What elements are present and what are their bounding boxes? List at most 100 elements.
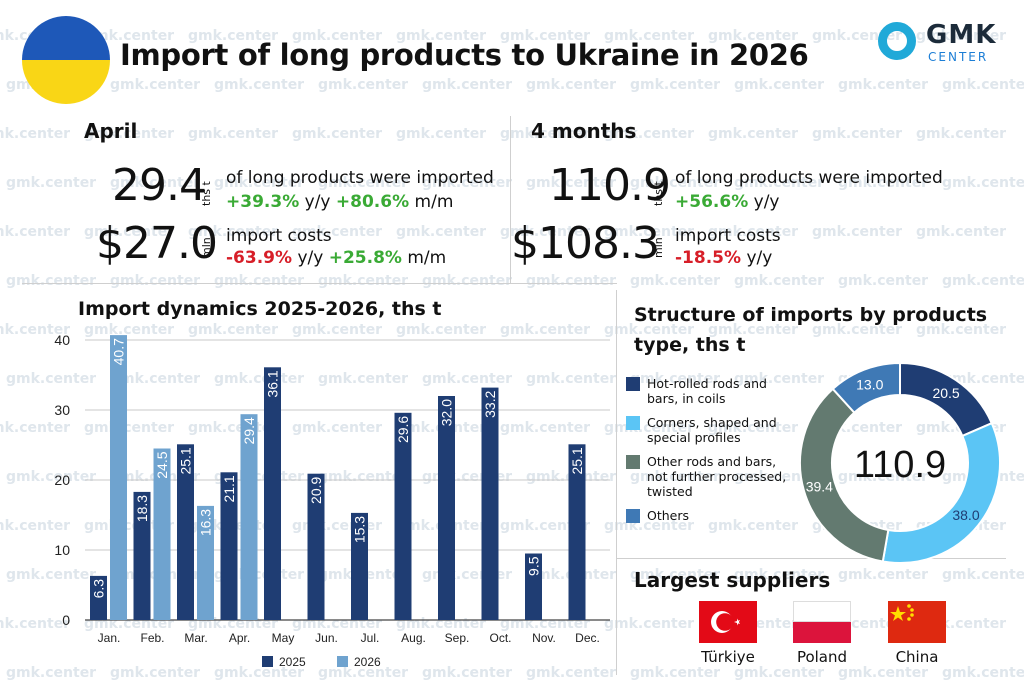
- x-tick-label: Nov.: [532, 631, 556, 645]
- x-tick-label: Dec.: [575, 631, 600, 645]
- watermark-text: gmk.center: [84, 224, 175, 240]
- watermark-text: gmk.center: [188, 126, 279, 142]
- x-tick-label: Jul.: [361, 631, 380, 645]
- four-months-volume-value: 110.9: [549, 160, 671, 211]
- legend-swatch: [262, 656, 273, 667]
- bar-data-label: 15.3: [352, 516, 368, 543]
- x-tick-label: Sep.: [445, 631, 470, 645]
- divider-middle-horizontal: [22, 283, 617, 284]
- suppliers-heading: Largest suppliers: [634, 568, 831, 592]
- legend-swatch: [626, 416, 640, 430]
- watermark-text: gmk.center: [84, 126, 175, 142]
- watermark-text: gmk.center: [942, 175, 1024, 191]
- watermark-text: gmk.center: [708, 518, 799, 534]
- legend-swatch: [337, 656, 348, 667]
- april-volume-value: 29.4: [112, 160, 207, 211]
- watermark-text: gmk.center: [500, 126, 591, 142]
- watermark-text: gmk.center: [942, 77, 1024, 93]
- april-volume-mm: +80.6%: [335, 192, 410, 212]
- watermark-text: gmk.center: [942, 273, 1024, 289]
- yy-label: y/y: [753, 192, 780, 212]
- bar-2026: [197, 505, 214, 620]
- four-months-volume-desc: of long products were imported: [675, 168, 943, 188]
- watermark-text: gmk.center: [916, 28, 1007, 44]
- bar-2025: [90, 575, 107, 620]
- watermark-text: gmk.center: [630, 273, 721, 289]
- april-volume-unit: ths t: [200, 181, 213, 206]
- watermark-text: gmk.center: [0, 420, 71, 436]
- watermark-text: gmk.center: [110, 77, 201, 93]
- logo-sub-text: CENTER: [928, 50, 989, 64]
- bar-chart-title: Import dynamics 2025-2026, ths t: [78, 298, 442, 320]
- donut-legend-item: Corners, shaped and special profiles: [626, 415, 791, 445]
- watermark-text: gmk.center: [396, 224, 487, 240]
- bar-data-label: 6.3: [91, 579, 107, 599]
- watermark-text: gmk.center: [422, 273, 513, 289]
- four-months-cost-desc: import costs: [675, 226, 781, 246]
- watermark-text: gmk.center: [292, 126, 383, 142]
- watermark-text: gmk.center: [214, 371, 305, 387]
- x-tick-label: Oct.: [489, 631, 511, 645]
- bar-data-label: 20.9: [308, 476, 324, 503]
- divider-top-vertical: [510, 116, 511, 284]
- bar-2025: [351, 512, 368, 620]
- x-tick-label: Apr.: [229, 631, 250, 645]
- page-title: Import of long products to Ukraine in 20…: [120, 38, 809, 72]
- watermark-text: gmk.center: [422, 175, 513, 191]
- ukraine-flag-icon: [22, 16, 110, 104]
- mm-label: m/m: [407, 248, 447, 268]
- bar-2025: [481, 387, 499, 620]
- bar-2025: [307, 473, 325, 620]
- april-volume-yy: +39.3%: [226, 192, 300, 212]
- donut-legend: Hot-rolled rods and bars, in coils Corner…: [626, 376, 791, 532]
- bar-data-label: 18.3: [134, 495, 150, 522]
- donut-legend-item: Other rods and bars, not further process…: [626, 454, 791, 499]
- watermark-text: gmk.center: [916, 322, 1007, 338]
- bar-2025: [177, 444, 194, 620]
- watermark-text: gmk.center: [0, 518, 71, 534]
- watermark-text: gmk.center: [318, 665, 409, 681]
- april-cost-mm: +25.8%: [328, 248, 402, 268]
- watermark-text: gmk.center: [84, 420, 175, 436]
- april-heading: April: [84, 119, 138, 143]
- mm-label: m/m: [414, 192, 454, 212]
- watermark-text: gmk.center: [734, 665, 825, 681]
- watermark-text: gmk.center: [0, 224, 71, 240]
- april-volume-desc: of long products were imported: [226, 168, 494, 188]
- bar-data-label: 25.1: [178, 447, 194, 474]
- watermark-text: gmk.center: [812, 126, 903, 142]
- watermark-text: gmk.center: [526, 371, 617, 387]
- watermark-text: gmk.center: [942, 567, 1024, 583]
- watermark-text: gmk.center: [708, 420, 799, 436]
- watermark-text: gmk.center: [708, 126, 799, 142]
- donut-legend-item: Hot-rolled rods and bars, in coils: [626, 376, 791, 406]
- bar-2025: [133, 491, 151, 620]
- watermark-text: gmk.center: [916, 126, 1007, 142]
- watermark-text: gmk.center: [292, 420, 383, 436]
- four-months-volume-yy: +56.6%: [675, 192, 749, 212]
- watermark-text: gmk.center: [838, 175, 929, 191]
- watermark-text: gmk.center: [110, 273, 201, 289]
- watermark-text: gmk.center: [214, 77, 305, 93]
- bar-data-label: 29.6: [395, 416, 411, 443]
- watermark-text: gmk.center: [84, 518, 175, 534]
- bar-2026: [153, 448, 171, 620]
- bar-2025: [264, 367, 281, 620]
- bar-2025: [438, 396, 455, 620]
- watermark-text: gmk.center: [942, 371, 1024, 387]
- bar-data-label: 40.7: [111, 338, 127, 365]
- watermark-text: gmk.center: [318, 77, 409, 93]
- watermark-text: gmk.center: [630, 469, 721, 485]
- watermark-text: gmk.center: [214, 273, 305, 289]
- watermark-text: gmk.center: [838, 469, 929, 485]
- watermark-text: gmk.center: [734, 567, 825, 583]
- y-tick-label: 30: [54, 402, 70, 418]
- watermark-text: gmk.center: [6, 469, 97, 485]
- four-months-cost-yy: -18.5%: [675, 248, 742, 268]
- x-tick-label: Jan.: [98, 631, 121, 645]
- legend-swatch: [626, 377, 640, 391]
- y-tick-label: 40: [54, 332, 70, 348]
- donut-center-label: 110.9: [854, 444, 946, 486]
- legend-label: Other rods and bars, not further process…: [647, 454, 787, 499]
- bar-data-label: 25.1: [569, 447, 585, 474]
